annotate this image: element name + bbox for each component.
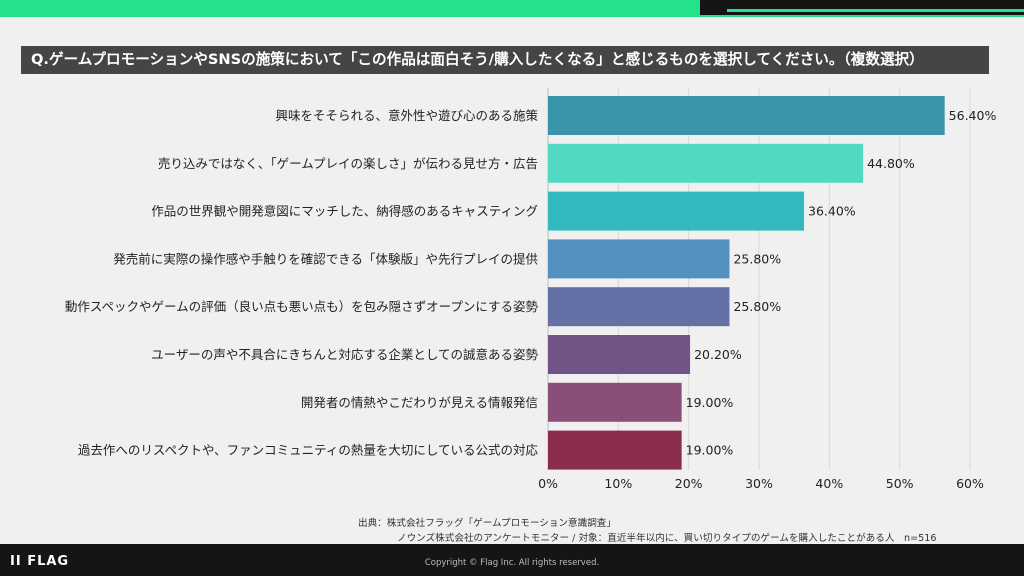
copyright-text: Copyright © Flag Inc. All rights reserve… xyxy=(424,558,600,568)
value-label: 25.80% xyxy=(733,299,781,314)
category-label: 動作スペックやゲームの評価（良い点も悪い点も）を包み隠さずオープンにする姿勢 xyxy=(65,299,539,314)
value-label: 56.40% xyxy=(949,108,997,123)
category-label: 発売前に実際の操作感や手触りを確認できる「体験版」や先行プレイの提供 xyxy=(113,251,538,266)
category-label: 過去作へのリスペクトや、ファンコミュニティの熱量を大切にしている公式の対応 xyxy=(78,443,539,458)
bar xyxy=(548,143,864,183)
top-accent-line xyxy=(727,9,1024,12)
bar xyxy=(548,96,945,135)
value-label: 19.00% xyxy=(686,443,734,458)
value-label: 19.00% xyxy=(686,395,734,410)
x-tick-label: 40% xyxy=(815,476,843,491)
value-label: 44.80% xyxy=(867,156,915,171)
value-label: 25.80% xyxy=(733,251,781,266)
value-label: 20.20% xyxy=(694,347,742,362)
bar xyxy=(548,239,730,279)
category-label: ユーザーの声や不具合にきちんと対応する企業としての誠意ある姿勢 xyxy=(151,347,538,362)
question-title: Q.ゲームプロモーションやSNSの施策において「この作品は面白そう/購入したくな… xyxy=(21,46,989,74)
bar xyxy=(548,191,805,231)
source-line-1: 出典：株式会社フラッグ「ゲームプロモーション意識調査」 xyxy=(358,518,616,529)
category-label: 興味をそそられる、意外性や遊び心のある施策 xyxy=(275,108,538,123)
category-label: 売り込みではなく、「ゲームプレイの楽しさ」が伝わる見せ方・広告 xyxy=(158,156,538,171)
x-tick-label: 30% xyxy=(745,476,773,491)
flag-logo: II FLAG xyxy=(10,554,70,569)
source-line-2: ノウンズ株式会社のアンケートモニター / 対象：直近半年以内に、買い切りタイプの… xyxy=(397,533,937,544)
bar xyxy=(548,430,682,470)
x-tick-label: 20% xyxy=(675,476,703,491)
x-tick-label: 0% xyxy=(538,476,558,491)
bar xyxy=(548,335,691,374)
x-tick-label: 50% xyxy=(886,476,914,491)
category-label: 開発者の情熱やこだわりが見える情報発信 xyxy=(301,395,538,410)
x-tick-label: 10% xyxy=(604,476,632,491)
category-label: 作品の世界観や開発意図にマッチした、納得感のあるキャスティング xyxy=(151,204,538,219)
value-label: 36.40% xyxy=(808,204,856,219)
bar xyxy=(548,382,682,422)
footer-bar xyxy=(0,544,1024,576)
x-tick-label: 60% xyxy=(956,476,984,491)
bar xyxy=(548,287,730,327)
